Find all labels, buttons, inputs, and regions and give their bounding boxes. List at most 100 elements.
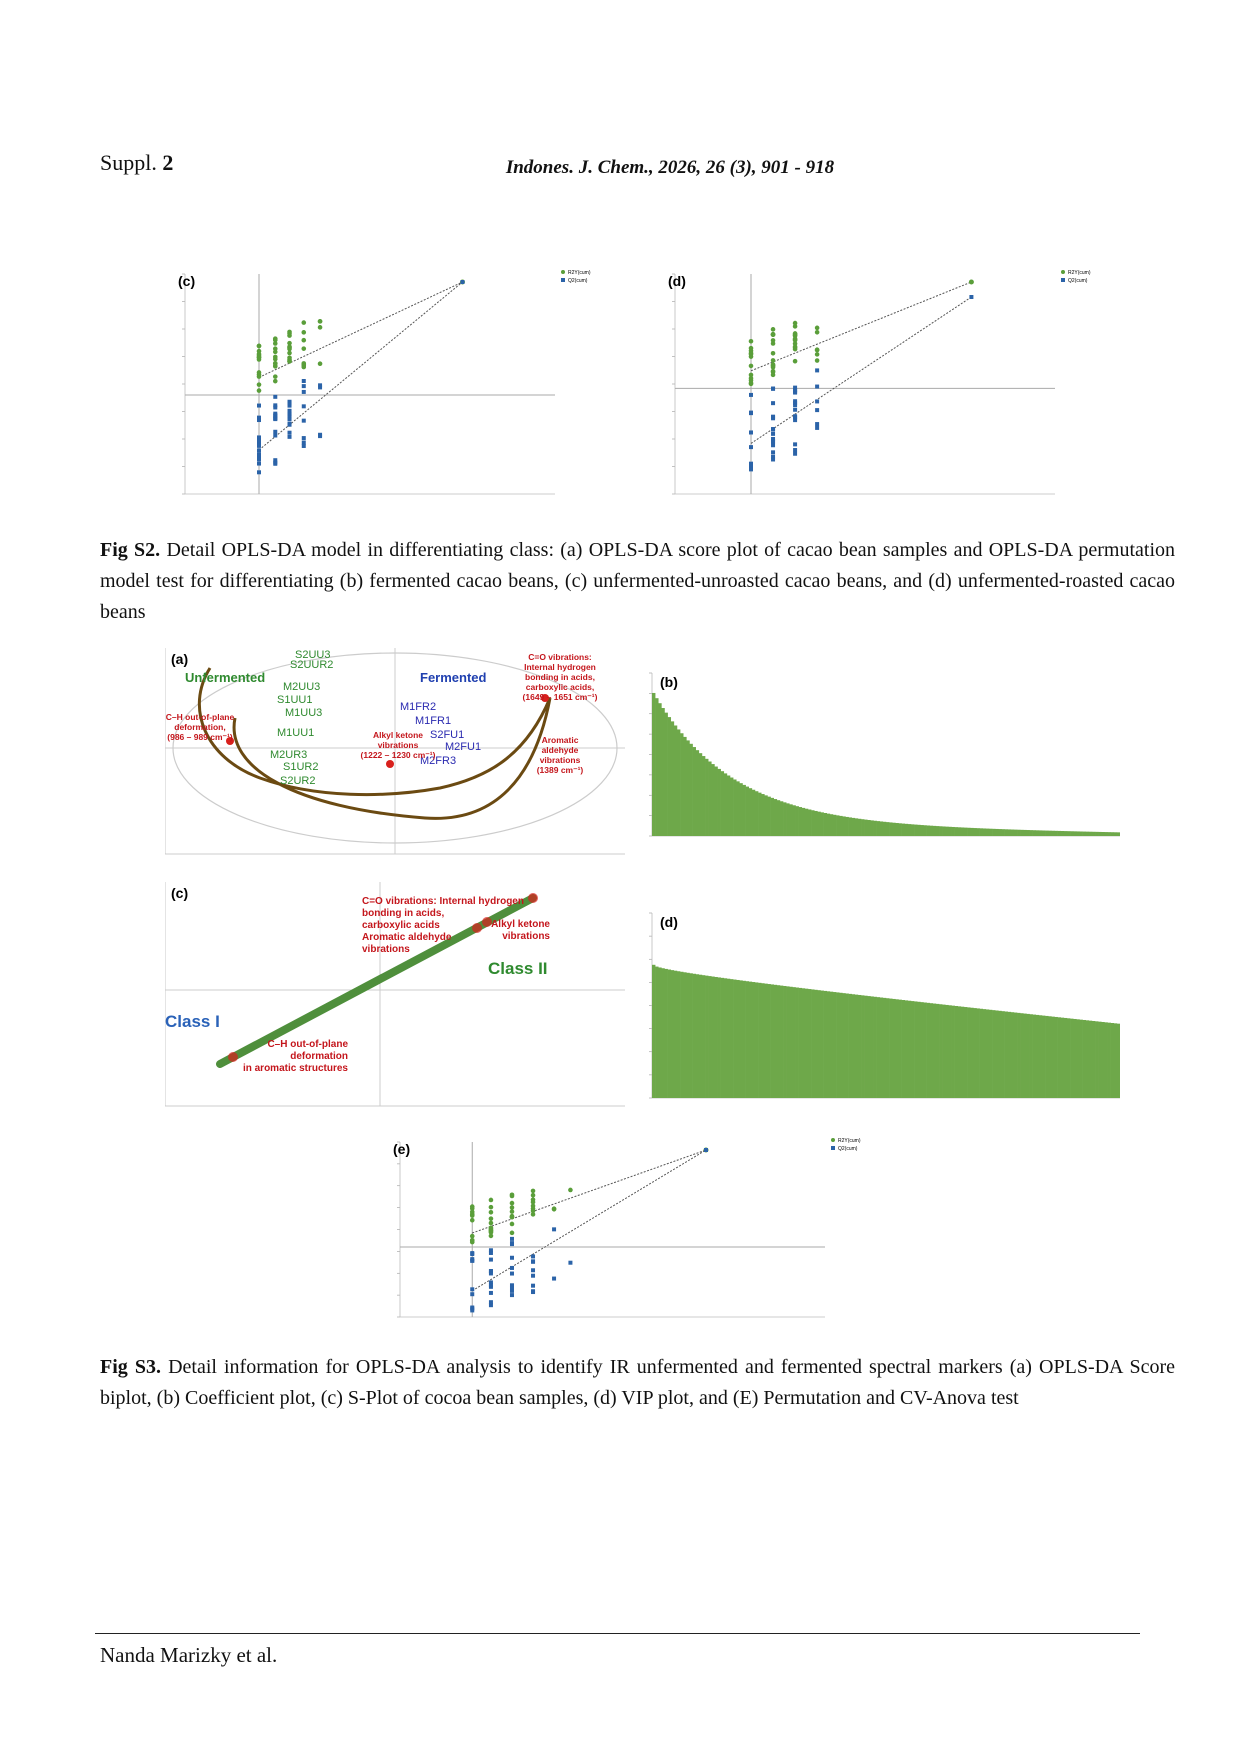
vip-plot: (d) (630, 905, 1120, 1130)
permuted-point (488, 1225, 494, 1231)
bar (1079, 1019, 1083, 1098)
bar (879, 997, 884, 1098)
bar (717, 977, 721, 1098)
permuted-point (793, 407, 798, 412)
bar (939, 826, 943, 836)
bar (1082, 831, 1086, 836)
bar (926, 1002, 930, 1098)
bar (783, 985, 787, 1098)
bar (985, 1009, 990, 1098)
bar (758, 792, 762, 836)
bar (655, 966, 659, 1098)
permuted-point (771, 450, 776, 455)
bar (1073, 1018, 1077, 1098)
bar (811, 810, 815, 836)
permuted-point (257, 435, 261, 440)
bar (739, 783, 743, 836)
bar (910, 1001, 915, 1098)
bar (1045, 1015, 1049, 1098)
bar (814, 989, 818, 1098)
permuted-point (509, 1200, 515, 1206)
permuted-point (749, 445, 753, 450)
bar (676, 971, 681, 1098)
bar (870, 820, 874, 836)
panel-label: (a) (171, 651, 188, 667)
sample-label: M1UU3 (285, 707, 322, 719)
permuted-point (272, 364, 278, 369)
sample-label: S1UU1 (277, 694, 312, 706)
permuted-point (749, 410, 753, 415)
permuted-point (749, 467, 753, 472)
bar (951, 826, 955, 836)
bar (1035, 830, 1040, 836)
panel-background (375, 1130, 875, 1345)
permuted-point (257, 461, 261, 466)
permuted-point (815, 384, 820, 389)
bar (1098, 1021, 1102, 1098)
bar (923, 825, 927, 836)
bar (876, 997, 881, 1098)
permuted-point (287, 346, 292, 352)
fit-line (472, 1149, 707, 1234)
permuted-point (814, 347, 820, 353)
annotation: aldehyde (542, 745, 579, 755)
bar (664, 712, 668, 836)
original-point (968, 279, 974, 285)
bar (882, 997, 887, 1098)
annotation: (1649 – 1651 cm⁻¹) (523, 692, 598, 702)
bar (1023, 1013, 1027, 1098)
bar (1063, 1017, 1068, 1098)
permuted-point (770, 358, 776, 363)
bar (667, 717, 672, 836)
supplement-label: Suppl. 2 (100, 150, 173, 176)
permuted-point (272, 337, 278, 343)
permuted-point (287, 350, 292, 356)
panel-label: (d) (660, 914, 678, 930)
bar (658, 967, 662, 1098)
permuted-point (770, 350, 776, 356)
permuted-point (488, 1303, 493, 1308)
annotation: vibrations (540, 755, 581, 765)
bar (839, 992, 843, 1098)
permuted-point (815, 422, 820, 427)
bar (861, 995, 865, 1098)
bar (705, 758, 709, 836)
bar (845, 993, 849, 1098)
marker-point (528, 893, 538, 903)
bar (892, 822, 896, 836)
bar (786, 803, 790, 836)
bar (1116, 1023, 1120, 1098)
bar (995, 828, 999, 836)
panel-background (650, 262, 1105, 522)
permuted-point (273, 403, 278, 408)
bar (801, 807, 806, 836)
bar (670, 970, 675, 1098)
group-label: Unfermented (185, 670, 265, 685)
permuted-point (792, 331, 798, 337)
permuted-point (470, 1308, 475, 1313)
permuted-point (488, 1283, 493, 1288)
bar (823, 812, 828, 836)
bar (798, 987, 803, 1098)
permuted-point (257, 443, 261, 448)
bar (898, 999, 902, 1098)
bar (917, 1001, 921, 1098)
permuted-point (748, 372, 754, 378)
permuted-point (257, 438, 261, 443)
permuted-point (792, 358, 798, 364)
bar (982, 828, 987, 836)
permuted-point (301, 384, 306, 389)
bar (1095, 1021, 1099, 1098)
permuted-point (488, 1280, 493, 1285)
permuted-point (488, 1229, 494, 1234)
bar (686, 972, 690, 1098)
bar (1026, 830, 1030, 836)
permuted-point (488, 1197, 494, 1203)
permuted-point (748, 375, 754, 381)
bar (867, 996, 871, 1098)
bar (692, 747, 696, 836)
bar (964, 827, 968, 836)
annotation: (1389 cm⁻¹) (537, 765, 584, 775)
footer-rule (95, 1633, 1140, 1634)
legend-symbol (1061, 270, 1065, 274)
